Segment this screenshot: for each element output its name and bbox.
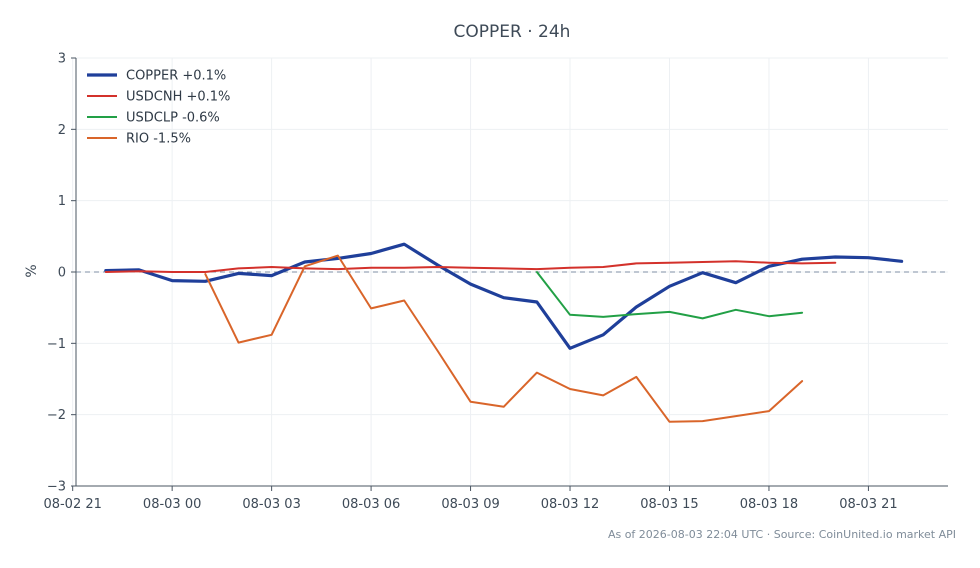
x-tick-label: 08-03 09 [441,497,499,512]
x-tick-label: 08-03 21 [839,497,897,512]
legend-label-0: COPPER +0.1% [126,69,226,84]
legend-label-2: USDCLP -0.6% [126,111,220,126]
legend-label-3: RIO -1.5% [126,132,191,147]
x-tick-label: 08-03 03 [242,497,300,512]
x-tick-label: 08-03 18 [740,497,798,512]
legend-label-1: USDCNH +0.1% [126,90,230,105]
y-tick-label: 1 [58,194,66,209]
x-tick-label: 08-03 12 [541,497,599,512]
series-line-2 [535,271,804,320]
series-line-1 [104,260,837,273]
axes: 3 2 1 0 −1 −2 −3 08-02 21 08-03 00 08-03 03 08-03 … [43,52,948,512]
series-line-3 [204,254,804,423]
y-tick-label: −2 [47,408,66,423]
y-tick-label: 0 [58,266,66,281]
y-axis-label: % [24,264,40,277]
legend: COPPER +0.1% USDCNH +0.1% USDCLP -0.6% RIO … [87,69,230,147]
y-tick-label: −1 [47,337,66,352]
footer-note: As of 2026-08-03 22:04 UTC · Source: Coi… [608,528,956,541]
y-tick-label: 3 [58,52,66,67]
x-tick-label: 08-03 06 [342,497,400,512]
x-tick-label: 08-02 21 [43,497,101,512]
y-tick-label: −3 [47,480,66,495]
y-tick-label: 2 [58,123,66,138]
x-tick-label: 08-03 15 [640,497,698,512]
series-line-0 [104,242,904,350]
chart-title: COPPER · 24h [454,22,571,42]
x-tick-label: 08-03 00 [143,497,201,512]
series-layer [104,242,904,423]
